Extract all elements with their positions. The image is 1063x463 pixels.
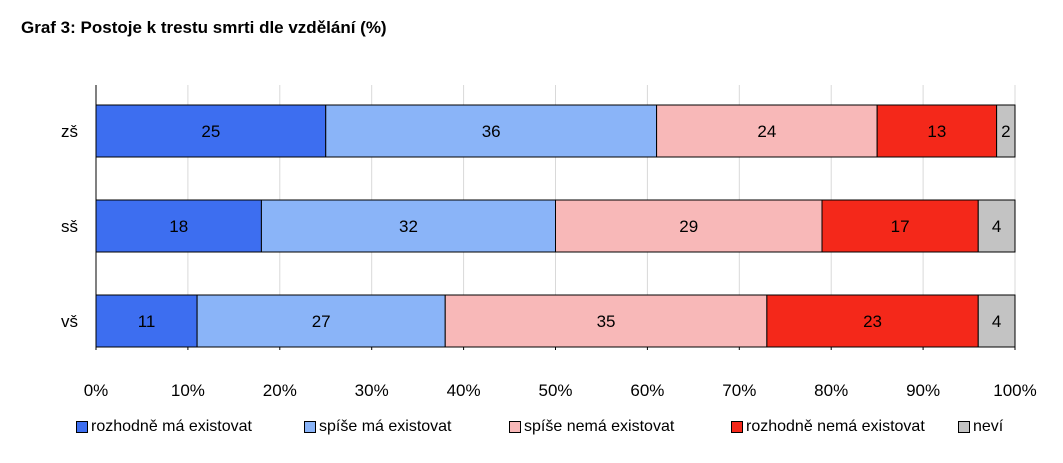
x-tick-label: 70% <box>722 381 756 400</box>
x-tick-label: 20% <box>263 381 297 400</box>
legend-label: spíše má existovat <box>319 418 452 435</box>
data-label: 24 <box>757 122 776 141</box>
data-label: 23 <box>863 312 882 331</box>
bar-segment <box>821 199 979 253</box>
x-tick-label: 0% <box>84 381 109 400</box>
legend-swatch <box>509 421 521 433</box>
data-label: 36 <box>482 122 501 141</box>
data-label: 32 <box>399 217 418 236</box>
data-label: 4 <box>992 217 1001 236</box>
x-tick-label: 100% <box>993 381 1036 400</box>
legend-item: spíše nemá existovat <box>509 418 674 436</box>
data-label: 13 <box>927 122 946 141</box>
x-tick-label: 30% <box>355 381 389 400</box>
data-label: 2 <box>1001 122 1010 141</box>
legend-item: rozhodně má existovat <box>76 418 252 436</box>
bar-segment <box>95 294 198 348</box>
legend-item: neví <box>958 418 1003 436</box>
x-tick-label: 60% <box>630 381 664 400</box>
bar-segment <box>766 294 979 348</box>
category-label: zš <box>61 122 78 141</box>
bar-segment <box>260 199 556 253</box>
bar-segment <box>977 294 1016 348</box>
chart-title: Graf 3: Postoje k trestu smrti dle vzděl… <box>21 18 387 37</box>
bar-segment <box>95 104 327 158</box>
x-tick-label: 50% <box>538 381 572 400</box>
data-label: 25 <box>201 122 220 141</box>
legend-swatch <box>731 421 743 433</box>
legend-item: rozhodně nemá existovat <box>731 418 925 436</box>
x-tick-label: 40% <box>447 381 481 400</box>
legend-label: spíše nemá existovat <box>524 418 675 435</box>
data-label: 35 <box>597 312 616 331</box>
data-label: 11 <box>138 312 156 331</box>
legend-label: rozhodně nemá existovat <box>746 418 925 435</box>
data-label: 18 <box>169 217 188 236</box>
x-tick-label: 80% <box>814 381 848 400</box>
data-label: 29 <box>679 217 698 236</box>
data-label: 17 <box>891 217 910 236</box>
legend-swatch <box>76 421 88 433</box>
bar-segment <box>444 294 768 348</box>
data-label: 4 <box>992 312 1001 331</box>
bar-segment <box>876 104 998 158</box>
bar-segment <box>996 104 1016 158</box>
chart-plot: 0% 10% 20% 30% 40% 50% 60% 70% 80% 90% 100% zš 25 36 2… <box>61 85 1037 400</box>
data-label: 27 <box>312 312 331 331</box>
category-label: vš <box>61 312 78 331</box>
x-tick-label: 90% <box>906 381 940 400</box>
bar-segment <box>977 199 1016 253</box>
x-tick-label: 10% <box>171 381 205 400</box>
bar-segment <box>555 199 823 253</box>
legend-swatch <box>958 421 970 433</box>
chart-legend: rozhodně má existovat spíše má existovat s… <box>0 418 1063 442</box>
legend-swatch <box>304 421 316 433</box>
legend-label: rozhodně má existovat <box>91 418 252 435</box>
legend-item: spíše má existovat <box>304 418 452 436</box>
bar-segment <box>196 294 446 348</box>
legend-label: neví <box>973 418 1004 435</box>
category-label: sš <box>61 217 78 236</box>
